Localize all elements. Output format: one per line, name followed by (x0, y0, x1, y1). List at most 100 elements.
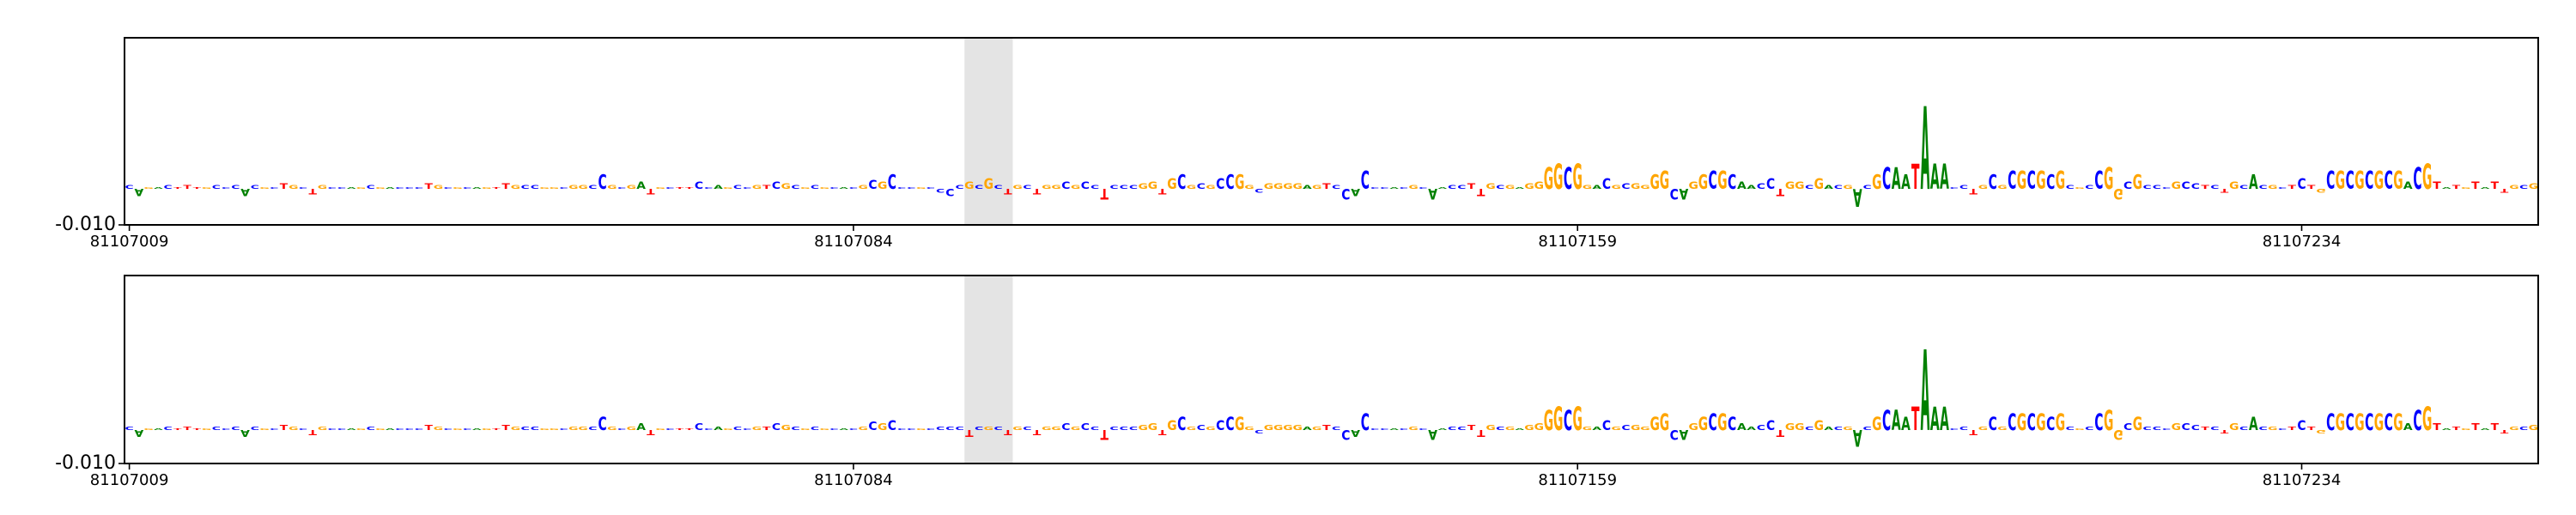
logo-letter: C (1757, 182, 1765, 191)
logo-letter: T (193, 187, 202, 190)
logo-letter: T (492, 428, 501, 431)
logo-letter: A (2442, 428, 2451, 431)
logo-letter: G (1244, 185, 1254, 191)
logo-letter: C (598, 171, 606, 194)
logo-letter: T (173, 187, 182, 190)
logo-letter: C (2210, 185, 2219, 191)
logo-letter: C (270, 428, 278, 431)
logo-letter: T (2433, 421, 2441, 433)
logo-letter: G (2172, 421, 2181, 433)
logo-letter: G (800, 428, 810, 431)
logo-letter: C (733, 426, 743, 431)
logo-letter: G (375, 187, 385, 190)
logo-letter: C (888, 171, 896, 194)
logo-letter: C (415, 187, 423, 190)
logo-letter: C (1332, 185, 1340, 191)
logo-letter: G (434, 185, 443, 191)
logo-letter: T (309, 428, 318, 437)
logo-letter: A (347, 428, 356, 431)
logo-letter: T (2307, 426, 2317, 431)
logo-letter: G (1042, 185, 1051, 191)
logo-letter: C (1091, 426, 1100, 431)
logo-letter: C (1670, 427, 1679, 443)
logo-letter: G (539, 428, 549, 431)
logo-letter: C (2191, 182, 2200, 191)
logo-letter: G (568, 185, 578, 191)
logo-letter: A (1930, 158, 1940, 198)
logo-letter: C (598, 414, 606, 435)
logo-letter: C (2046, 414, 2055, 435)
logo-letter: C (811, 426, 820, 431)
logo-letter: C (1380, 187, 1388, 190)
logo-letter: A (2481, 187, 2490, 190)
logo-letter: A (1515, 428, 1524, 431)
logo-letter: C (2162, 187, 2171, 190)
logo-letter: T (1322, 182, 1331, 191)
logo-letter: G (2316, 187, 2325, 193)
logo-letter: C (1225, 171, 1234, 194)
logo-letter: G (2113, 427, 2123, 443)
logo-letter: G (1051, 426, 1060, 431)
x-tick-label: 81107009 (90, 233, 169, 251)
logo-letter: C (1332, 426, 1341, 431)
logo-letter: T (1911, 158, 1920, 198)
logo-letter: C (2258, 426, 2268, 431)
logo-letter: G (2036, 167, 2045, 196)
logo-letter: C (1061, 421, 1070, 433)
logo-letter: A (1351, 427, 1360, 439)
x-tick-label: 81107159 (1538, 233, 1617, 251)
logo-letter: A (2249, 171, 2258, 194)
logo-letter: T (1033, 187, 1042, 196)
logo-letter: C (897, 187, 906, 190)
logo-letter: A (839, 187, 848, 190)
logo-letter: G (1273, 182, 1283, 191)
logo-letter: C (665, 428, 674, 431)
logo-letter: C (1989, 171, 1997, 194)
logo-letter: C (849, 187, 858, 190)
logo-letter: C (1959, 185, 1968, 191)
logo-letter: G (539, 187, 549, 190)
logo-letter: G (1583, 426, 1592, 431)
logo-letter: T (2452, 426, 2462, 431)
logo-letter: G (375, 428, 385, 431)
logo-letter: C (907, 187, 915, 190)
logo-letter: G (1544, 163, 1553, 197)
logo-letter: C (1419, 187, 1427, 190)
logo-letter: A (1437, 187, 1447, 190)
logo-letter: G (1814, 175, 1824, 193)
logo-letter: G (578, 426, 587, 431)
logo-letter: C (164, 426, 173, 431)
logo-letter: A (839, 428, 848, 431)
logo-letter: A (1680, 185, 1690, 203)
logo-letter: G (2056, 409, 2065, 436)
logo-letter: C (1834, 426, 1844, 431)
logo-letter: C (2365, 409, 2373, 436)
logo-letter: C (665, 187, 674, 190)
logo-letter: G (858, 185, 867, 191)
logo-letter: A (1351, 185, 1360, 197)
logo-letter: C (2278, 428, 2287, 431)
logo-letter: C (2258, 185, 2267, 191)
logo-letter: G (1148, 421, 1157, 433)
logo-letter: A (134, 185, 143, 197)
logo-letter: C (125, 426, 135, 431)
logo-letter: C (733, 185, 742, 191)
logo-letter: A (1592, 426, 1602, 431)
logo-letter: G (2036, 409, 2045, 436)
logo-letter: T (424, 182, 433, 191)
logo-letter: A (1853, 423, 1862, 450)
logo-letter: A (1892, 163, 1901, 197)
logo-letter: C (772, 421, 781, 433)
logo-letter: A (1592, 185, 1602, 191)
x-tick-label: 81107234 (2263, 233, 2342, 251)
logo-letter: C (1728, 171, 1736, 194)
logo-letter: A (2249, 414, 2258, 435)
logo-letter: A (154, 187, 163, 190)
logo-letter: A (1303, 185, 1313, 191)
logo-letter: G (356, 428, 366, 431)
logo-letter: T (2500, 187, 2509, 193)
logo-letter: C (1419, 428, 1427, 431)
logo-letter: T (2491, 180, 2500, 192)
